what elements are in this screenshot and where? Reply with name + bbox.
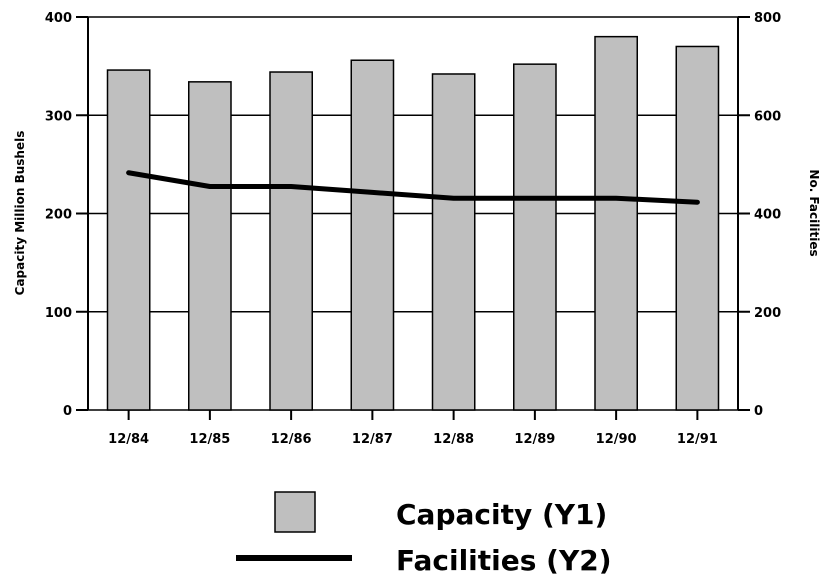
bar-capacity xyxy=(675,45,720,411)
y1-tick-label: 100 xyxy=(45,306,72,321)
y2-tick-label: 400 xyxy=(754,208,781,223)
y1-axis-title: Capacity Million Bushels xyxy=(13,131,27,296)
tick-labels: 0 100 200 300 400 0 200 400 600 800 12/84 12/85 12/8… xyxy=(45,11,781,447)
bar-capacity xyxy=(594,35,638,411)
bar-capacity xyxy=(188,81,232,411)
bar-capacity xyxy=(269,71,313,411)
y1-tick-label: 0 xyxy=(63,404,72,419)
bar-capacity xyxy=(431,73,476,411)
x-tick-label: 12/86 xyxy=(271,432,312,447)
y2-tick-label: 200 xyxy=(754,306,781,321)
legend-swatch-capacity xyxy=(274,491,316,533)
x-tick-label: 12/84 xyxy=(108,432,149,447)
x-tick-label: 12/89 xyxy=(514,432,555,447)
bar-capacity xyxy=(350,59,395,411)
y2-axis-title: No. Facilities xyxy=(807,169,821,256)
line-facilities xyxy=(126,170,700,205)
bar-capacity xyxy=(106,69,151,411)
legend-label-facilities: Facilities (Y2) xyxy=(396,544,612,577)
x-tick-label: 12/85 xyxy=(189,432,230,447)
axes xyxy=(76,16,750,420)
y2-tick-label: 800 xyxy=(754,11,781,26)
x-tick-label: 12/91 xyxy=(677,432,718,447)
x-tick-label: 12/88 xyxy=(433,432,474,447)
y2-tick-label: 600 xyxy=(754,109,781,124)
line-series-facilities xyxy=(126,170,700,205)
x-tick-label: 12/87 xyxy=(352,432,393,447)
bar-series-capacity xyxy=(106,35,720,411)
gridlines xyxy=(88,16,738,411)
y1-tick-label: 300 xyxy=(45,109,72,124)
y1-tick-label: 400 xyxy=(45,11,72,26)
y2-tick-label: 0 xyxy=(754,404,763,419)
legend-label-capacity: Capacity (Y1) xyxy=(396,498,607,531)
x-tick-label: 12/90 xyxy=(596,432,637,447)
y1-tick-label: 200 xyxy=(45,208,72,223)
bar-capacity xyxy=(513,63,557,411)
legend: Capacity (Y1) Facilities (Y2) xyxy=(236,491,612,577)
